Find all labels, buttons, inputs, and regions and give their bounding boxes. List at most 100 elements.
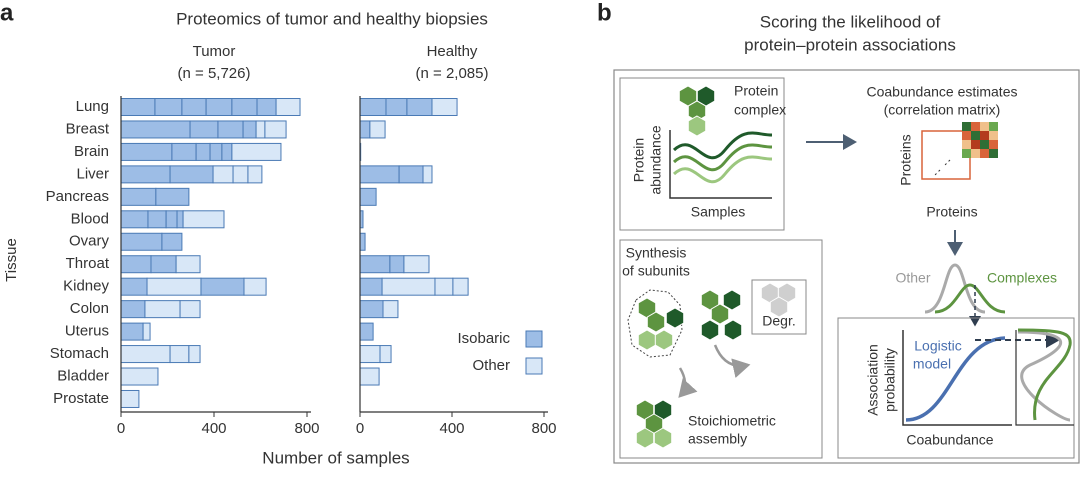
label: Logistic — [914, 338, 961, 354]
x-tick-label: 400 — [201, 420, 226, 437]
bar-segment — [120, 187, 157, 206]
y-tick-label: Throat — [66, 255, 110, 272]
curve — [1017, 328, 1072, 421]
bar-segment — [369, 120, 386, 139]
title: Scoring the likelihood of — [760, 12, 941, 31]
bar-segment — [385, 98, 408, 116]
legend-swatch — [525, 330, 543, 348]
curve — [924, 263, 986, 314]
panel-label: b — [597, 0, 612, 26]
label: Coabundance estimates — [867, 84, 1018, 100]
bar-segment — [212, 165, 234, 184]
bar-segment — [120, 367, 159, 386]
label: Association — [865, 344, 881, 416]
bar-segment — [120, 322, 144, 341]
bar-segment — [434, 277, 454, 296]
bar-segment — [120, 232, 163, 251]
bar-segment — [379, 345, 392, 364]
panel-title: Proteomics of tumor and healthy biopsies — [176, 9, 488, 28]
x-tick-label: 800 — [294, 420, 319, 437]
dots — [933, 159, 951, 177]
bar-segment — [120, 98, 156, 116]
curve — [672, 131, 773, 160]
label: of subunits — [622, 263, 690, 279]
bar-segment — [359, 165, 400, 184]
bar-segment — [256, 98, 277, 116]
bar-segment — [359, 232, 366, 251]
bar-segment — [189, 120, 219, 139]
bar-segment — [120, 389, 140, 408]
label: Degr. — [762, 313, 795, 329]
curve — [905, 336, 1006, 422]
bar-segment — [120, 277, 148, 296]
y-tick-label: Prostate — [53, 390, 109, 407]
bar-segment — [232, 165, 249, 184]
bar-segment — [247, 165, 263, 184]
bar-segment — [171, 142, 197, 161]
label: abundance — [648, 125, 664, 195]
y-tick-label: Pancreas — [46, 188, 109, 205]
arrow — [678, 367, 698, 398]
label: assembly — [688, 431, 747, 447]
bar-segment — [359, 322, 374, 341]
label: Complexes — [987, 270, 1057, 286]
label: complex — [734, 102, 786, 118]
bar-segment — [120, 120, 191, 139]
box — [619, 77, 785, 231]
bar-segment — [452, 277, 469, 296]
chart-subtitle: (n = 5,726) — [178, 65, 251, 82]
bar-segment — [359, 367, 380, 386]
bar-segment — [217, 120, 244, 139]
label: (correlation matrix) — [884, 102, 1001, 118]
label: Proteins — [926, 204, 977, 220]
bar-segment — [169, 165, 214, 184]
arrow — [713, 344, 751, 378]
bar-segment — [221, 142, 233, 161]
matrix-cells — [962, 122, 998, 158]
bar-segment — [200, 277, 245, 296]
axes — [669, 130, 772, 199]
frame — [613, 69, 1080, 464]
bar-segment — [255, 120, 266, 139]
y-tick-label: Stomach — [50, 345, 109, 362]
bar-segment — [422, 165, 433, 184]
bar-segment — [359, 120, 371, 139]
x-tick-label: 400 — [439, 420, 464, 437]
axes — [1015, 330, 1074, 426]
bar-segment — [381, 277, 436, 296]
y-tick-label: Lung — [76, 98, 109, 115]
label: Protein — [734, 83, 778, 99]
bar-segment — [175, 255, 201, 274]
bar-segment — [195, 142, 211, 161]
bar-segment — [181, 98, 207, 116]
bar-segment — [359, 98, 387, 116]
bar-segment — [382, 300, 399, 319]
bar-segment — [359, 300, 384, 319]
bar-segment — [120, 345, 171, 364]
bar-segment — [176, 210, 184, 229]
bar-segment — [406, 98, 433, 116]
bar-segment — [161, 232, 183, 251]
x-tick-label: 0 — [356, 420, 364, 437]
y-tick-label: Kidney — [63, 278, 109, 295]
bar-segment — [154, 98, 183, 116]
title: protein–protein associations — [744, 35, 956, 54]
label: probability — [882, 348, 898, 412]
bar-segment — [398, 165, 424, 184]
bar-segment — [209, 142, 223, 161]
bar-segment — [242, 120, 257, 139]
y-tick-label: Bladder — [57, 367, 109, 384]
y-tick-label: Colon — [70, 300, 109, 317]
label: Stoichiometric — [688, 413, 776, 429]
label: model — [913, 356, 951, 372]
y-tick-label: Liver — [76, 165, 109, 182]
label: Synthesis — [626, 245, 687, 261]
bar-segment — [359, 345, 381, 364]
bar-segment — [120, 165, 171, 184]
bar-segment — [165, 210, 178, 229]
box — [619, 239, 823, 459]
box — [751, 279, 807, 335]
bar-segment — [142, 322, 151, 341]
legend-label: Other — [472, 357, 510, 374]
